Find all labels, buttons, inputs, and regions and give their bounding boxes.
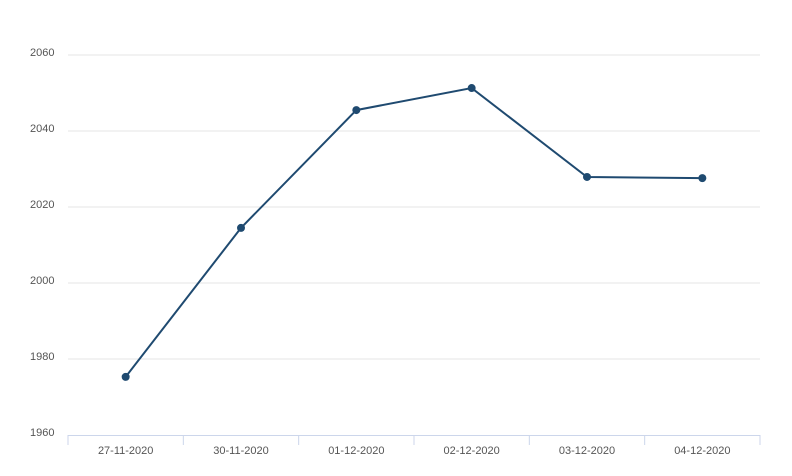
- y-tick-label: 2000: [30, 275, 54, 287]
- line: [124, 86, 703, 378]
- x-tick-label: 02-12-2020: [444, 445, 500, 457]
- y-tick-label: 2060: [30, 47, 54, 59]
- x-tick-label: 01-12-2020: [328, 445, 384, 457]
- y-tick-label: 2020: [30, 199, 54, 211]
- x-tick-label: 04-12-2020: [674, 445, 730, 457]
- x-tick-label: 03-12-2020: [559, 445, 615, 457]
- y-tick-label: 2040: [30, 123, 54, 135]
- x-tick-label: 30-11-2020: [213, 445, 268, 457]
- point: [352, 106, 361, 115]
- point: [698, 174, 707, 183]
- point: [467, 84, 476, 93]
- y-tick-label: 1960: [30, 427, 54, 439]
- point: [121, 372, 130, 381]
- point: [237, 223, 245, 232]
- x-tick-label: 27-11-2020: [98, 445, 153, 457]
- y-tick-label: 1980: [30, 351, 54, 363]
- point: [583, 172, 591, 181]
